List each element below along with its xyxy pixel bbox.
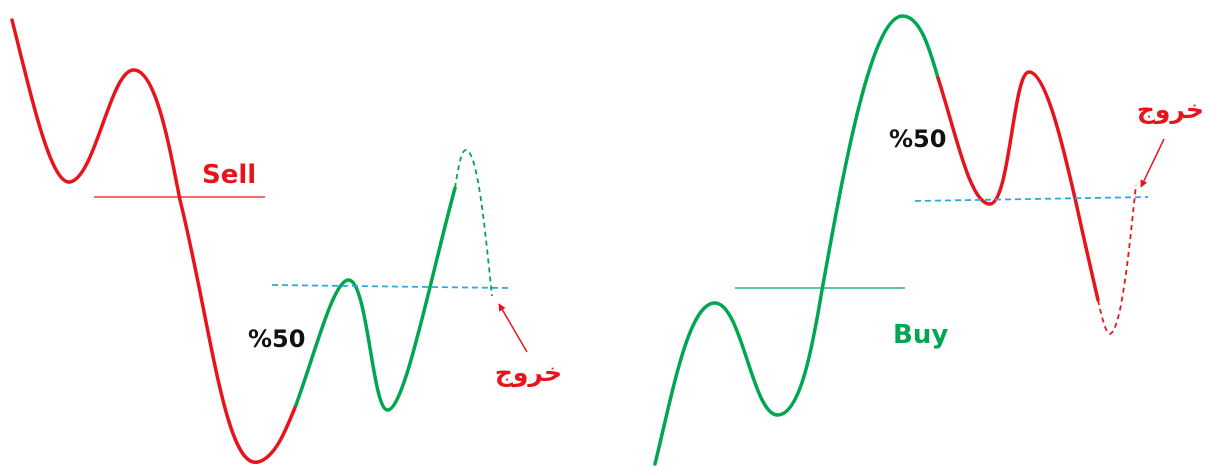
buy-uptrend-path	[653, 14, 940, 466]
buy-panel: Buy %50 خروج	[653, 14, 1204, 466]
buy-fifty-line	[914, 196, 1149, 202]
sell-downtrend-path	[10, 18, 298, 464]
sell-exit-label: خروج	[495, 358, 562, 388]
sell-fifty-label: %50	[248, 325, 305, 353]
buy-signal-label: Buy	[893, 320, 948, 350]
sell-fifty-line	[271, 284, 509, 289]
sell-signal-label: Sell	[202, 160, 256, 190]
sell-retracement-path	[294, 186, 457, 412]
sell-panel: Sell %50 خروج	[10, 18, 562, 464]
buy-projection-path	[1097, 184, 1137, 335]
sell-projection-path	[454, 149, 493, 297]
buy-exit-arrow	[1140, 138, 1165, 188]
buy-fifty-label: %50	[889, 125, 946, 153]
buy-exit-label: خروج	[1137, 95, 1204, 125]
buy-retracement-path	[936, 70, 1100, 302]
sell-exit-arrow	[498, 303, 528, 353]
